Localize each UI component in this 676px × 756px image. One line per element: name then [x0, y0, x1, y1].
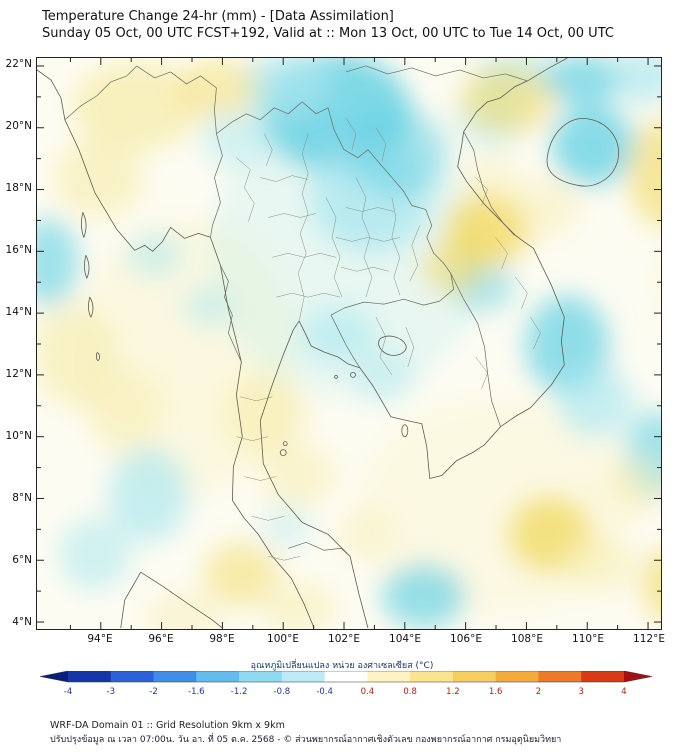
- colorbar-tick-label: -0.8: [274, 687, 291, 697]
- anomaly-blob: [557, 365, 634, 438]
- forecast-map: [37, 58, 661, 629]
- anomaly-blob: [181, 287, 232, 328]
- anomaly-blob: [381, 564, 466, 629]
- anomaly-blob: [84, 366, 165, 447]
- colorbar-arrow: [40, 671, 68, 682]
- colorbar-segment: [452, 671, 497, 682]
- anomaly-blob: [510, 177, 581, 238]
- lon-tick-label: 98°E: [209, 633, 235, 645]
- anomaly-blob: [627, 118, 661, 227]
- anomaly-blob: [559, 536, 636, 593]
- anomaly-blob: [241, 58, 332, 113]
- colorbar-segment: [410, 671, 454, 682]
- anomaly-blob: [71, 60, 202, 151]
- anomaly-blob: [222, 374, 307, 455]
- temperature-anomaly-field: [37, 58, 661, 629]
- colorbar-segment: [239, 671, 283, 682]
- lon-tick-label: 96°E: [148, 633, 174, 645]
- anomaly-blob: [203, 542, 280, 607]
- colorbar-segment: [581, 671, 625, 682]
- anomaly-blob: [260, 582, 337, 629]
- chart-subtitle: Sunday 05 Oct, 00 UTC FCST+192, Valid at…: [42, 26, 614, 41]
- lat-tick-label: 12°N: [5, 368, 32, 380]
- colorbar-tick-label: -1.6: [188, 687, 205, 697]
- colorbar-segment: [538, 671, 582, 682]
- anomaly-blob: [338, 508, 394, 561]
- lon-tick-label: 104°E: [389, 633, 421, 645]
- colorbar-segment: [68, 671, 112, 682]
- anomaly-blob: [421, 239, 486, 296]
- axis-tick-marks: [37, 58, 661, 629]
- lat-tick-label: 10°N: [5, 430, 32, 442]
- anomaly-blob: [603, 456, 661, 513]
- anomaly-blob: [260, 442, 337, 507]
- country-borders: [64, 65, 528, 557]
- lon-tick-label: 112°E: [633, 633, 665, 645]
- footer-update-info: ปรับปรุงข้อมูล ณ เวลา 07:00น. วัน อา. ที…: [50, 735, 562, 745]
- anomaly-blob: [459, 64, 556, 135]
- colorbar-label: อุณหภูมิเปลี่ยนแปลง หน่วย องศาเซลเซียส (…: [250, 661, 434, 671]
- lon-tick-label: 110°E: [572, 633, 604, 645]
- anomaly-blob: [108, 446, 189, 543]
- lon-tick-label: 100°E: [267, 633, 299, 645]
- anomaly-blob: [348, 107, 448, 198]
- colorbar-tick-label: -0.4: [316, 687, 333, 697]
- lat-tick-label: 18°N: [5, 182, 32, 194]
- lon-tick-label: 108°E: [511, 633, 543, 645]
- colorbar-tick-label: 3: [579, 687, 584, 697]
- colorbar-segment: [196, 671, 240, 682]
- anomaly-blob: [641, 549, 661, 620]
- anomaly-blob: [460, 153, 521, 202]
- anomaly-blob: [37, 217, 79, 308]
- colorbar-segment: [281, 671, 326, 682]
- anomaly-blob: [126, 233, 183, 278]
- lat-tick-label: 22°N: [5, 58, 32, 70]
- colorbar-tick-label: -4: [64, 687, 72, 697]
- lat-tick-label: 20°N: [5, 120, 32, 132]
- anomaly-blob: [551, 105, 636, 186]
- title-block: Temperature Change 24-hr (mm) - [Data As…: [42, 8, 614, 42]
- colorbar-tick-label: 1.6: [489, 687, 503, 697]
- colorbar-segment: [153, 671, 197, 682]
- lon-tick-label: 106°E: [450, 633, 482, 645]
- anomaly-blob: [201, 107, 272, 168]
- colorbar-segment: [110, 671, 155, 682]
- anomaly-blob: [610, 58, 661, 104]
- colorbar-segment: [367, 671, 411, 682]
- colorbar-segment: [495, 671, 539, 682]
- colorbar-tick-label: 1.2: [446, 687, 460, 697]
- anomaly-blob: [58, 518, 131, 591]
- anomaly-blob: [300, 307, 376, 363]
- footer-domain-info: WRF-DA Domain 01 :: Grid Resolution 9km …: [50, 720, 285, 731]
- anomaly-blob: [261, 504, 312, 549]
- colorbar-tick-label: -2: [149, 687, 157, 697]
- map-area: [36, 57, 662, 630]
- province-borders: [236, 117, 541, 561]
- anomaly-blob: [53, 137, 144, 218]
- lat-tick-label: 6°N: [12, 554, 32, 566]
- anomaly-blob: [144, 592, 225, 629]
- colorbar-tick-label: 4: [621, 687, 626, 697]
- colorbar-tick-label: 0.8: [403, 687, 417, 697]
- colorbar-tick-label: 2: [536, 687, 541, 697]
- anomaly-blob: [543, 58, 624, 106]
- anomaly-blob: [353, 350, 414, 403]
- lat-tick-label: 16°N: [5, 244, 32, 256]
- lat-tick-label: 8°N: [12, 492, 32, 504]
- colorbar-tick-label: -3: [107, 687, 115, 697]
- colorbar: -4 -3 -2 -1.6 -1.2 -0.8 -0.4 0.4 0.8 1.2 1.6 2 3 4: [40, 671, 652, 697]
- colorbar-outline: [40, 671, 652, 683]
- colorbar-tick-label: -1.2: [231, 687, 248, 697]
- colorbar-segment: [324, 671, 368, 682]
- colorbar-arrow: [624, 671, 652, 682]
- footer: WRF-DA Domain 01 :: Grid Resolution 9km …: [50, 719, 561, 747]
- lon-tick-label: 102°E: [328, 633, 360, 645]
- colorbar-tick-label: 0.4: [361, 687, 375, 697]
- lon-tick-label: 94°E: [87, 633, 113, 645]
- chart-title: Temperature Change 24-hr (mm) - [Data As…: [42, 9, 394, 24]
- lat-tick-label: 14°N: [5, 306, 32, 318]
- lat-tick-label: 4°N: [12, 616, 32, 628]
- anomaly-blob: [176, 58, 261, 118]
